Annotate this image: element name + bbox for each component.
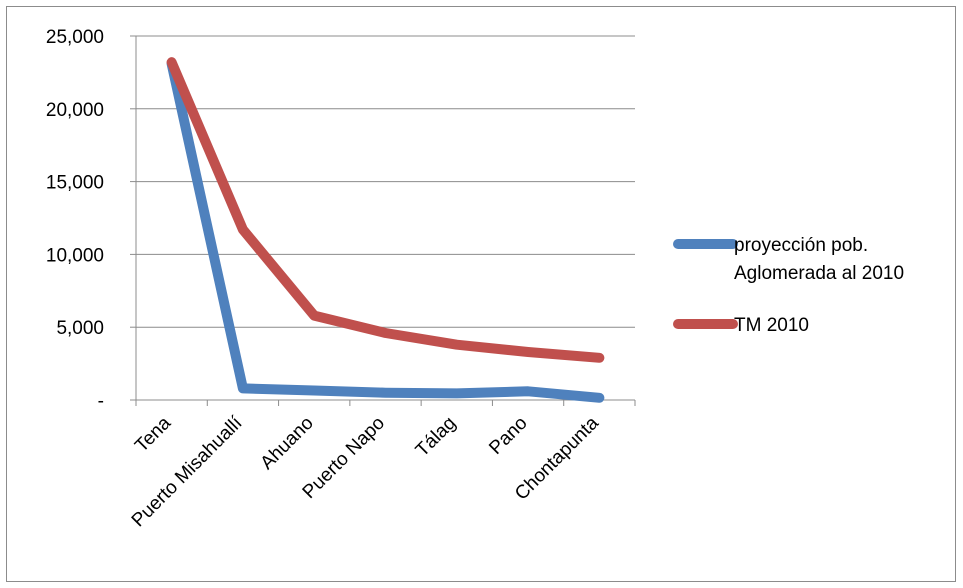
y-tick-label: 5,000 [56,318,104,339]
y-tick-label: 10,000 [46,245,104,266]
series-line-1 [166,58,605,403]
chart-frame [6,6,956,582]
series-lines [166,57,605,403]
x-tick-label: Pano [485,413,531,459]
axes [130,35,636,406]
legend-label-2: TM 2010 [734,315,809,336]
series-line-2 [166,57,605,363]
y-tick-label: 15,000 [46,173,104,194]
legend-label-1: proyección pob. Aglomerada al 2010 [734,235,904,284]
y-tick-label: - [98,391,104,412]
gridlines [136,35,635,328]
y-tick-label: 20,000 [46,100,104,121]
x-tick-label: Tálag [412,413,460,461]
legend: proyección pob. Aglomerada al 2010 TM 2010 [673,235,904,336]
x-tick-label: Tena [131,412,175,456]
x-tick-label: Ahuano [257,413,318,474]
y-tick-label: 25,000 [46,27,104,48]
y-axis-tick-labels: - 5,000 10,000 15,000 20,000 25,000 [46,27,104,412]
